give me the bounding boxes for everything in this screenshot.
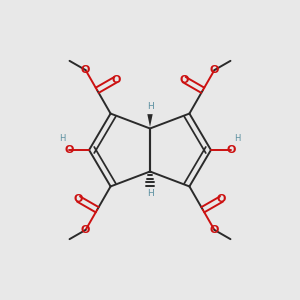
Text: O: O [179, 75, 189, 85]
Text: O: O [74, 194, 83, 204]
Text: H: H [147, 102, 153, 111]
Text: O: O [64, 145, 74, 155]
Text: O: O [210, 225, 219, 235]
Text: O: O [210, 65, 219, 75]
Text: O: O [226, 145, 236, 155]
Text: O: O [81, 225, 90, 235]
Text: H: H [147, 189, 153, 198]
Text: O: O [111, 75, 121, 85]
Text: H: H [235, 134, 241, 143]
Text: H: H [59, 134, 65, 143]
Polygon shape [147, 114, 153, 128]
Text: O: O [81, 65, 90, 75]
Text: O: O [217, 194, 226, 204]
